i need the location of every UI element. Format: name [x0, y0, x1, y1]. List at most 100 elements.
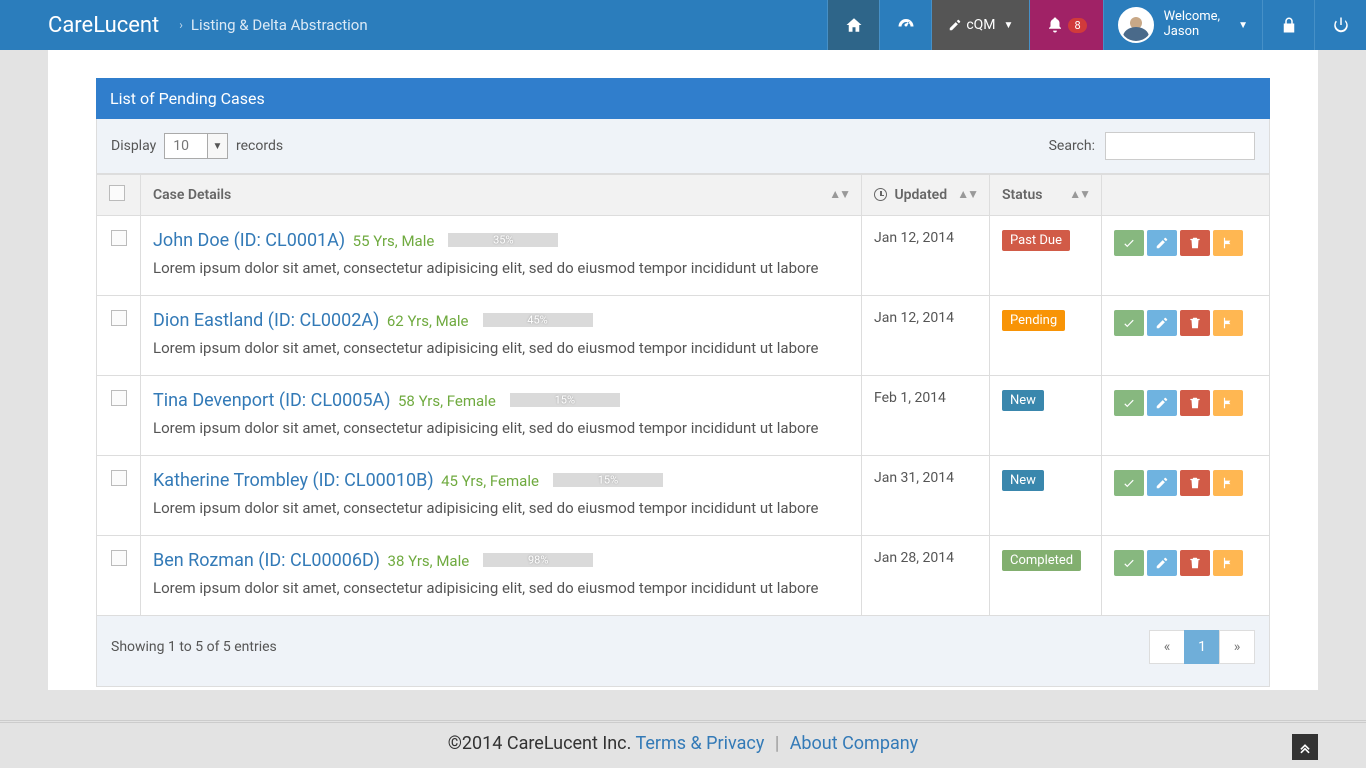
progress-pct: 35%	[493, 234, 513, 247]
case-name-link[interactable]: Tina Devenport (ID: CL0005A)	[153, 390, 391, 411]
pencil-icon	[1155, 316, 1169, 330]
actions-cell	[1102, 456, 1270, 536]
about-link[interactable]: About Company	[790, 733, 919, 754]
flag-icon	[1221, 556, 1235, 570]
separator: |	[775, 733, 779, 754]
check-icon	[1122, 316, 1136, 330]
case-meta: 38 Yrs, Male	[388, 552, 470, 570]
edit-button[interactable]	[1147, 550, 1177, 576]
actions-group	[1114, 310, 1257, 336]
status-cell: Completed	[990, 536, 1102, 616]
terms-link[interactable]: Terms & Privacy	[635, 733, 764, 754]
delete-button[interactable]	[1180, 310, 1210, 336]
top-navbar: CareLucent › Listing & Delta Abstraction…	[0, 0, 1366, 50]
status-badge: New	[1002, 470, 1044, 491]
actions-cell	[1102, 296, 1270, 376]
page-prev[interactable]: «	[1149, 630, 1185, 664]
nav-alerts[interactable]: 8	[1029, 0, 1102, 50]
status-cell: Past Due	[990, 216, 1102, 296]
edit-button[interactable]	[1147, 230, 1177, 256]
progress-bar: 45%	[483, 313, 593, 327]
pagination: « 1 »	[1150, 630, 1255, 664]
brand-logo[interactable]: CareLucent	[0, 0, 179, 50]
pencil-square-icon	[948, 18, 962, 32]
case-name-link[interactable]: Katherine Trombley (ID: CL00010B)	[153, 470, 434, 491]
approve-button[interactable]	[1114, 470, 1144, 496]
th-updated[interactable]: Updated ▲▼	[862, 175, 990, 216]
breadcrumb: › Listing & Delta Abstraction	[179, 0, 367, 50]
table-row: Katherine Trombley (ID: CL00010B) 45 Yrs…	[97, 456, 1270, 536]
actions-cell	[1102, 376, 1270, 456]
power-icon	[1332, 16, 1350, 34]
display-select-value: 10	[165, 134, 207, 158]
nav-cqm[interactable]: cQM ▼	[931, 0, 1029, 50]
table-row: Tina Devenport (ID: CL0005A) 58 Yrs, Fem…	[97, 376, 1270, 456]
nav-user[interactable]: Welcome, Jason ▼	[1103, 0, 1262, 50]
pencil-icon	[1155, 396, 1169, 410]
edit-button[interactable]	[1147, 390, 1177, 416]
case-name-link[interactable]: John Doe (ID: CL0001A)	[153, 230, 345, 251]
approve-button[interactable]	[1114, 230, 1144, 256]
edit-button[interactable]	[1147, 470, 1177, 496]
flag-button[interactable]	[1213, 390, 1243, 416]
pencil-icon	[1155, 476, 1169, 490]
flag-button[interactable]	[1213, 310, 1243, 336]
row-checkbox[interactable]	[111, 310, 127, 326]
scroll-top-button[interactable]	[1292, 734, 1318, 760]
actions-group	[1114, 550, 1257, 576]
progress-bar: 98%	[483, 553, 593, 567]
th-actions	[1102, 175, 1270, 216]
case-name-link[interactable]: Ben Rozman (ID: CL00006D)	[153, 550, 380, 571]
select-all-checkbox[interactable]	[109, 185, 125, 201]
case-description: Lorem ipsum dolor sit amet, consectetur …	[153, 579, 849, 597]
row-checkbox[interactable]	[111, 390, 127, 406]
search-input[interactable]	[1105, 132, 1255, 160]
display-control: Display 10 ▼ records	[111, 133, 283, 159]
case-description: Lorem ipsum dolor sit amet, consectetur …	[153, 259, 849, 277]
th-details[interactable]: Case Details ▲▼	[141, 175, 862, 216]
nav-dashboard[interactable]	[879, 0, 931, 50]
case-meta: 55 Yrs, Male	[353, 232, 435, 250]
flag-button[interactable]	[1213, 230, 1243, 256]
row-checkbox[interactable]	[111, 470, 127, 486]
delete-button[interactable]	[1180, 470, 1210, 496]
flag-button[interactable]	[1213, 470, 1243, 496]
display-select[interactable]: 10 ▼	[164, 133, 228, 159]
nav-lock[interactable]	[1262, 0, 1314, 50]
th-status[interactable]: Status ▲▼	[990, 175, 1102, 216]
approve-button[interactable]	[1114, 390, 1144, 416]
case-description: Lorem ipsum dolor sit amet, consectetur …	[153, 339, 849, 357]
delete-button[interactable]	[1180, 390, 1210, 416]
flag-icon	[1221, 396, 1235, 410]
check-icon	[1122, 236, 1136, 250]
th-status-label: Status	[1002, 187, 1042, 203]
check-icon	[1122, 396, 1136, 410]
progress-bar: 15%	[553, 473, 663, 487]
page-number[interactable]: 1	[1184, 630, 1220, 664]
delete-button[interactable]	[1180, 230, 1210, 256]
nav-power[interactable]	[1314, 0, 1366, 50]
tachometer-icon	[897, 16, 915, 34]
caret-down-icon: ▼	[1004, 20, 1014, 31]
approve-button[interactable]	[1114, 310, 1144, 336]
flag-icon	[1221, 316, 1235, 330]
edit-button[interactable]	[1147, 310, 1177, 336]
trash-icon	[1188, 236, 1202, 250]
table-row: Dion Eastland (ID: CL0002A) 62 Yrs, Male…	[97, 296, 1270, 376]
sort-icon: ▲▼	[1069, 187, 1089, 201]
case-name-link[interactable]: Dion Eastland (ID: CL0002A)	[153, 310, 379, 331]
row-checkbox[interactable]	[111, 550, 127, 566]
row-checkbox[interactable]	[111, 230, 127, 246]
actions-group	[1114, 470, 1257, 496]
check-icon	[1122, 476, 1136, 490]
delete-button[interactable]	[1180, 550, 1210, 576]
th-details-label: Case Details	[153, 187, 231, 203]
page-next[interactable]: »	[1219, 630, 1255, 664]
flag-button[interactable]	[1213, 550, 1243, 576]
breadcrumb-text[interactable]: Listing & Delta Abstraction	[191, 16, 368, 34]
approve-button[interactable]	[1114, 550, 1144, 576]
avatar	[1118, 7, 1154, 43]
table-row: John Doe (ID: CL0001A) 55 Yrs, Male 35% Lo…	[97, 216, 1270, 296]
nav-home[interactable]	[827, 0, 879, 50]
table-row: Ben Rozman (ID: CL00006D) 38 Yrs, Male 98…	[97, 536, 1270, 616]
